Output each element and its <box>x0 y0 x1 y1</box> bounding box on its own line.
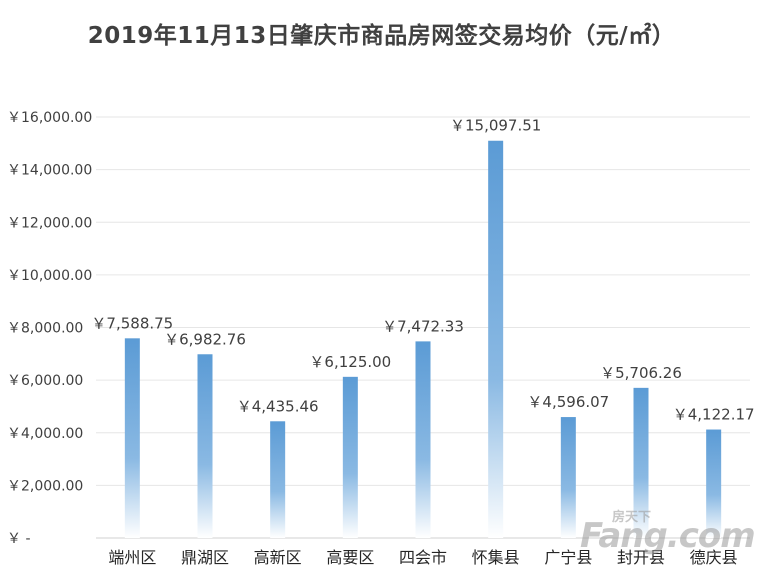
category-label: 德庆县 <box>690 548 738 567</box>
category-label: 端州区 <box>108 548 156 567</box>
data-label: ￥4,596.07 <box>527 393 609 411</box>
data-label: ￥4,435.46 <box>237 397 319 415</box>
bar <box>488 140 504 538</box>
data-label: ￥6,982.76 <box>164 330 246 348</box>
data-label: ￥15,097.51 <box>450 117 541 135</box>
bar <box>633 387 649 538</box>
category-label: 封开县 <box>617 548 665 567</box>
y-tick-label: ￥6,000.00 <box>7 373 83 389</box>
data-label: ￥6,125.00 <box>309 353 391 371</box>
bars <box>124 140 722 538</box>
category-label: 广宁县 <box>544 548 592 567</box>
y-axis: ￥ - ￥2,000.00 ￥4,000.00 ￥6,000.00 ￥8,000.00 ￥… <box>7 110 92 547</box>
bar <box>706 429 722 538</box>
category-label: 鼎湖区 <box>181 548 229 567</box>
y-tick-label: ￥2,000.00 <box>7 478 83 494</box>
x-axis: 端州区 鼎湖区 高新区 高要区 四会市 怀集县 广宁县 封开县 德庆县 <box>108 548 737 567</box>
y-tick-label: ￥14,000.00 <box>7 163 92 179</box>
category-label: 四会市 <box>399 548 447 567</box>
category-label: 高新区 <box>254 548 302 567</box>
y-tick-label: ￥ - <box>7 531 31 547</box>
bar <box>342 376 358 538</box>
y-tick-label: ￥16,000.00 <box>7 110 92 126</box>
data-label: ￥7,472.33 <box>382 317 464 335</box>
data-label: ￥7,588.75 <box>91 314 173 332</box>
bar <box>560 417 576 538</box>
data-label: ￥5,706.26 <box>600 364 682 382</box>
y-tick-label: ￥10,000.00 <box>7 268 92 284</box>
y-tick-label: ￥12,000.00 <box>7 215 92 231</box>
y-tick-label: ￥4,000.00 <box>7 426 83 442</box>
y-tick-label: ￥8,000.00 <box>7 321 83 337</box>
category-label: 怀集县 <box>472 548 520 567</box>
bar <box>415 341 431 538</box>
data-labels: ￥7,588.75￥6,982.76 ￥4,435.46 ￥6,125.00 ￥7,4… <box>91 117 754 424</box>
bar <box>124 338 140 538</box>
category-label: 高要区 <box>326 548 374 567</box>
chart-title: 2019年11月13日肇庆市商品房网签交易均价（元/㎡） <box>87 23 676 49</box>
bar <box>270 421 286 538</box>
data-label: ￥4,122.17 <box>673 406 755 424</box>
bar <box>197 354 213 538</box>
